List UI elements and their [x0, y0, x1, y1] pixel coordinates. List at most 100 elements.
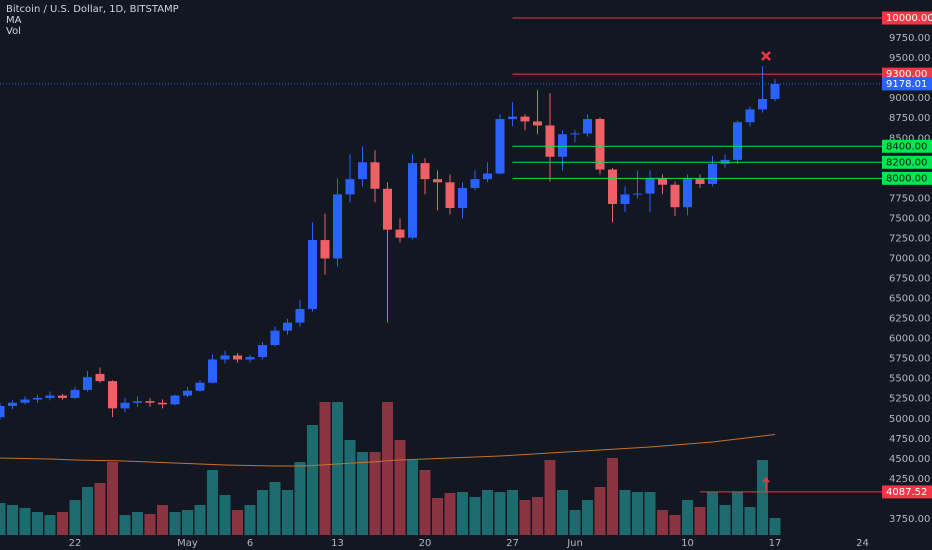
candle-body: [583, 119, 592, 134]
x-tick-label: 24: [856, 538, 869, 549]
candle-body: [595, 119, 605, 170]
price-label: 9300.00: [886, 69, 927, 80]
y-tick-label: 9750.00: [889, 33, 930, 44]
candle-body: [333, 194, 342, 259]
candle-body: [545, 125, 555, 157]
volume-bar: [407, 460, 418, 535]
volume-bar: [257, 490, 268, 535]
volume-bar: [432, 498, 443, 535]
candle-body: [70, 389, 80, 398]
candle-body: [195, 382, 205, 391]
volume-bar: [357, 452, 368, 535]
price-label-box: [882, 11, 932, 25]
volume-bar: [694, 507, 706, 535]
volume-bar: [419, 470, 431, 535]
volume-bar: [719, 505, 731, 535]
x-tick-label: 10: [681, 538, 694, 549]
volume-bar: [244, 505, 256, 535]
candle-body: [408, 163, 417, 238]
price-label-box: [882, 77, 932, 91]
x-tick-label: 13: [331, 538, 344, 549]
volume-bar: [594, 487, 606, 535]
volume-bar: [457, 492, 468, 535]
volume-bar: [632, 492, 643, 535]
y-tick-label: 8500.00: [889, 133, 930, 144]
volume-bar: [532, 497, 543, 535]
volume-bar: [732, 492, 743, 535]
candle-body: [658, 178, 667, 185]
price-label: 4087.52: [886, 487, 927, 498]
volume-bar: [182, 510, 193, 535]
candle-body: [770, 83, 780, 99]
volume-bar: [207, 470, 218, 535]
y-tick-label: 7250.00: [889, 233, 930, 244]
candle-body: [33, 397, 42, 400]
price-label: 9178.01: [886, 79, 927, 90]
y-tick-label: 9500.00: [889, 53, 930, 64]
volume-bar: [569, 510, 581, 535]
price-label-box: [882, 67, 932, 81]
candle-body: [120, 402, 130, 409]
price-label: 8200.00: [886, 157, 927, 168]
y-tick-label: 7750.00: [889, 193, 930, 204]
candle-body: [108, 381, 117, 409]
y-tick-label: 5500.00: [889, 374, 930, 385]
volume-bar: [169, 512, 181, 535]
candle-body: [645, 178, 655, 194]
candle-body: [433, 179, 442, 183]
volume-bar: [294, 462, 306, 535]
candle-body: [533, 121, 542, 126]
volume-bar: [382, 402, 393, 535]
candle-body: [20, 399, 30, 403]
candle-body: [233, 355, 242, 360]
candle-body: [0, 405, 5, 418]
volume-bar: [557, 490, 568, 535]
y-tick-label: 7000.00: [889, 253, 930, 264]
candle-body: [620, 194, 630, 204]
candle-body: [383, 188, 392, 230]
price-label-box: [882, 139, 932, 153]
y-tick-label: 4750.00: [889, 434, 930, 445]
volume-bar: [607, 458, 618, 535]
candle-body: [570, 133, 580, 135]
volume-bar: [369, 452, 381, 535]
volume-bar: [507, 490, 518, 535]
candle-body: [520, 116, 530, 122]
volume-bar: [19, 508, 31, 535]
candle-body: [558, 134, 567, 157]
indicator-label: Vol: [6, 26, 21, 37]
volume-bar: [394, 440, 406, 535]
volume-bar: [219, 495, 231, 535]
volume-bar: [482, 490, 493, 535]
y-tick-label: 3750.00: [889, 514, 930, 525]
volume-bar: [744, 507, 756, 535]
y-tick-label: 6500.00: [889, 294, 930, 305]
volume-bar: [769, 518, 781, 535]
volume-bar: [157, 505, 168, 535]
candle-body: [208, 359, 217, 383]
price-label-box: [882, 171, 932, 185]
candle-body: [245, 357, 255, 360]
x-tick-label: May: [177, 538, 198, 549]
candle-body: [670, 184, 680, 208]
volume-bar: [519, 500, 531, 535]
indicator-label: MA: [6, 15, 22, 26]
candle-body: [145, 401, 155, 403]
x-tick-label: 20: [419, 538, 432, 549]
candle-body: [733, 122, 742, 160]
volume-bar: [0, 503, 6, 535]
x-tick-label: 22: [69, 538, 82, 549]
volume-bar: [94, 483, 106, 535]
y-tick-label: 5000.00: [889, 414, 930, 425]
arrow-head: [762, 476, 770, 483]
volume-ma-line: [0, 434, 776, 467]
volume-bar: [57, 512, 68, 535]
candle-body: [508, 116, 517, 120]
candle-body: [133, 401, 142, 403]
volume-bar: [144, 514, 156, 535]
candle-body: [683, 178, 692, 208]
price-label: 8000.00: [886, 173, 927, 184]
volume-bar: [44, 515, 56, 535]
candle-body: [483, 173, 492, 180]
